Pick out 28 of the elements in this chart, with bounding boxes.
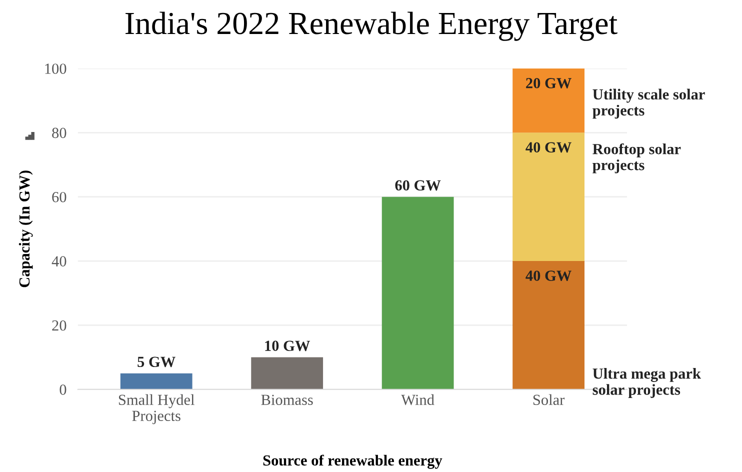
x-tick-label: Wind — [401, 394, 434, 406]
data-label: 5 GW — [138, 356, 176, 368]
data-label: 60 GW — [395, 180, 441, 191]
series-label: Utility scale solar projects — [592, 88, 705, 119]
series-label: Ultra mega park solar projects — [592, 368, 701, 398]
bar — [512, 261, 584, 390]
data-label: 40 GW — [526, 142, 572, 153]
bar — [251, 357, 324, 390]
y-tick-label: 60 — [52, 192, 66, 202]
x-tick-label: Solar — [533, 394, 565, 406]
y-tick-label: 100 — [45, 64, 66, 74]
data-label: 20 GW — [526, 78, 572, 88]
y-tick-label: 0 — [60, 384, 66, 395]
data-label: 10 GW — [265, 340, 310, 352]
data-label: 40 GW — [526, 270, 572, 281]
bar — [382, 196, 454, 390]
x-tick-label: Biomass — [261, 394, 313, 406]
series-label: Rooftop solar projects — [592, 143, 681, 174]
bar — [512, 132, 584, 262]
y-tick-label: 40 — [52, 256, 66, 266]
chart-title: India's 2022 Renewable Energy Target — [126, 12, 618, 41]
x-axis-title: Source of renewable energy — [263, 454, 442, 469]
y-tick-label: 80 — [52, 128, 66, 138]
bar — [120, 373, 192, 390]
y-axis-title: Capacity (In GW) — [18, 170, 33, 288]
y-tick-label: 20 — [52, 320, 66, 331]
x-tick-label: Small Hydel Projects — [118, 394, 194, 424]
bar — [512, 68, 584, 133]
